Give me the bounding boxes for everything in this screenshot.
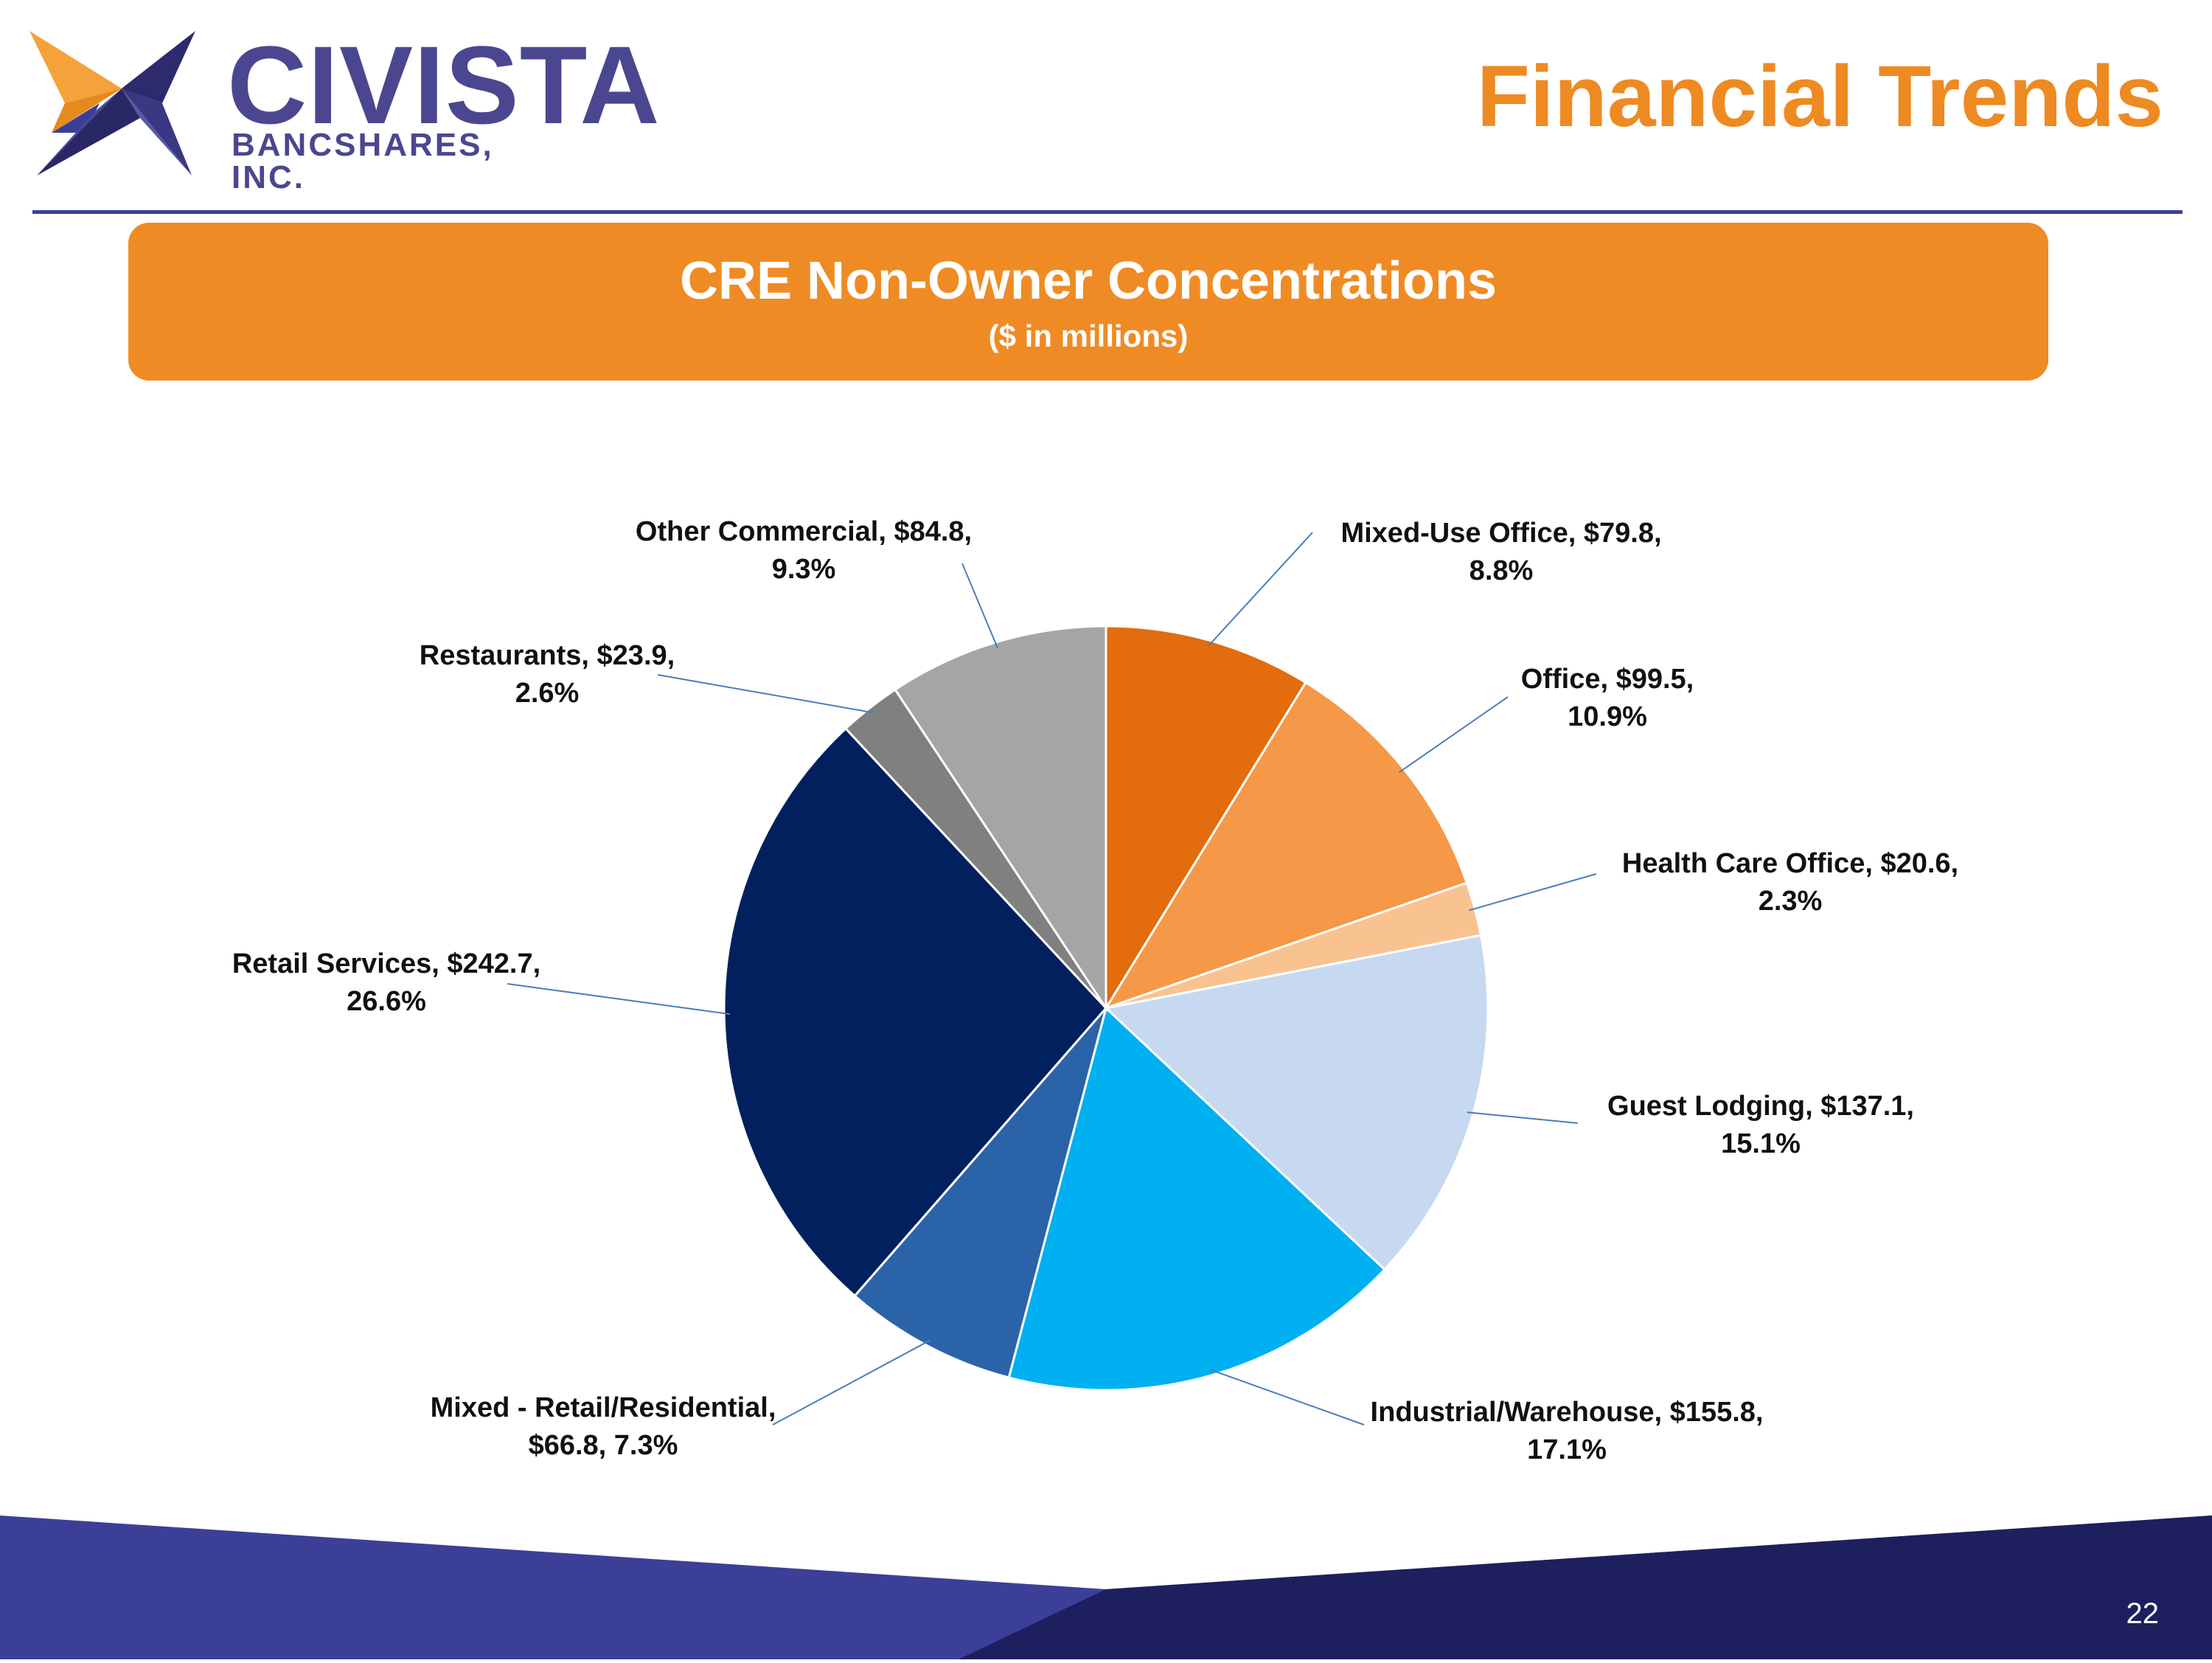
brand-subtitle: BANCSHARES, INC.: [232, 127, 494, 195]
chart-subtitle: ($ in millions): [988, 319, 1189, 354]
pie-chart: Mixed-Use Office, $79.8, 8.8% Office, $99.…: [0, 457, 2212, 1490]
chart-title-banner: CRE Non-Owner Concentrations ($ in milli…: [128, 223, 2048, 381]
leader-line: [1467, 1111, 1579, 1124]
leader-line: [507, 983, 731, 1015]
chart-title: CRE Non-Owner Concentrations: [679, 251, 1498, 310]
data-label: Office, $99.5, 10.9%: [1520, 664, 1694, 733]
leader-line: [1469, 873, 1597, 912]
data-label: Restaurants, $23.9, 2.6%: [419, 640, 675, 709]
data-label: Mixed - Retail/Residential, $66.8, 7.3%: [430, 1392, 776, 1462]
leader-line: [961, 563, 998, 649]
data-label: Mixed-Use Office, $79.8, 8.8%: [1340, 518, 1662, 587]
data-label: Health Care Office, $20.6, 2.3%: [1621, 848, 1959, 917]
footer-shape: [0, 1516, 2212, 1659]
pie-slice-mixed-retail-residential: [853, 1007, 1107, 1379]
data-label: Industrial/Warehouse, $155.8, 17.1%: [1370, 1397, 1764, 1466]
logo: CIVISTA BANCSHARES, INC.: [29, 22, 660, 194]
page-title: Financial Trends: [1476, 48, 2163, 145]
leader-line: [1207, 532, 1313, 647]
pie-chart-svg: [507, 532, 1597, 1426]
leader-line: [1398, 696, 1509, 774]
data-label: Guest Lodging, $137.1, 15.1%: [1607, 1091, 1914, 1160]
leader-line: [657, 674, 874, 714]
header-divider: [32, 210, 2183, 214]
footer-band: 22: [0, 1512, 2212, 1659]
data-label: Retail Services, $242.7, 26.6%: [232, 948, 541, 1018]
pie-slice-retail-services: [723, 726, 1108, 1298]
leader-line: [772, 1339, 931, 1426]
brand-name: CIVISTA: [227, 23, 661, 147]
page-number: 22: [2126, 1597, 2160, 1630]
star-icon: [29, 31, 195, 176]
pie-slice-guest-lodging: [1103, 934, 1489, 1271]
data-label: Other Commercial, $84.8, 9.3%: [635, 516, 973, 586]
pie-slice-industrial-warehouse: [1007, 1006, 1386, 1392]
leader-line: [1209, 1369, 1365, 1426]
pie-slice-mixed-use-office: [1105, 625, 1307, 1013]
